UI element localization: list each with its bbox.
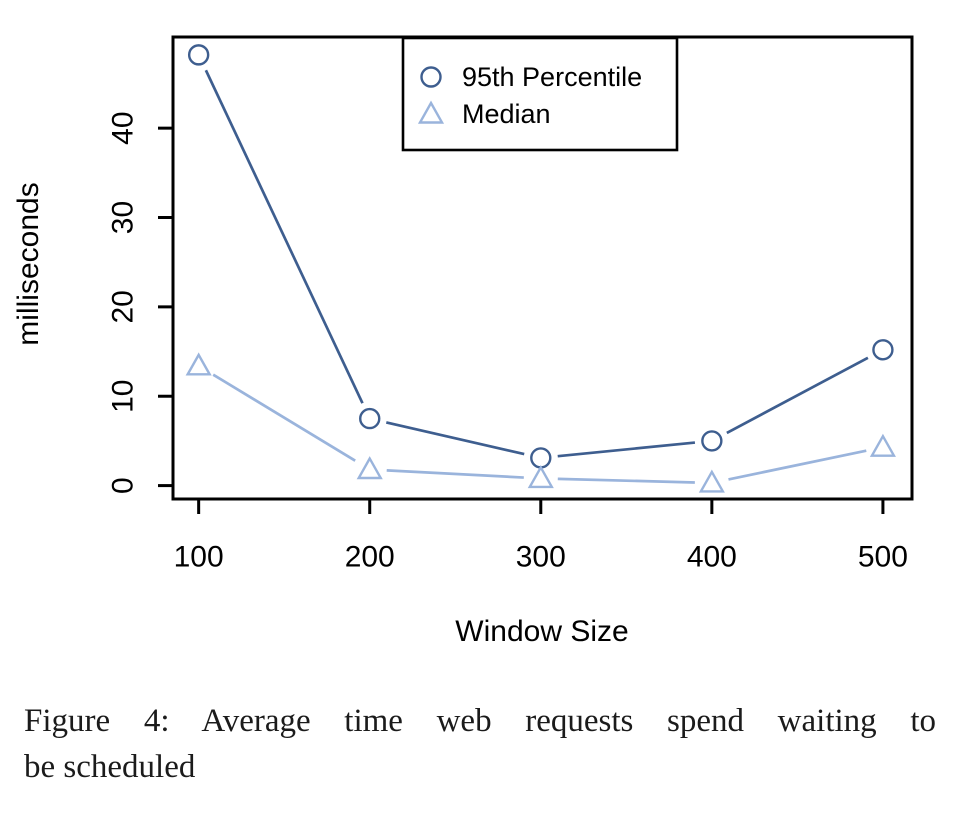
data-point-95th-percentile-x500 bbox=[872, 339, 894, 361]
data-point-95th-percentile-x100 bbox=[187, 44, 210, 66]
series-median-segment bbox=[728, 449, 867, 481]
y-axis-title: milliseconds bbox=[12, 182, 45, 345]
y-axis-tick-label: 10 bbox=[107, 380, 140, 413]
x-axis-tick-label: 200 bbox=[345, 541, 395, 574]
x-axis-tick-label: 500 bbox=[858, 541, 908, 574]
y-axis-tick-label: 0 bbox=[107, 477, 140, 494]
legend-label-median: Median bbox=[462, 99, 551, 129]
series-95th-percentile-segment bbox=[726, 356, 869, 435]
figure-caption: Figure 4: Average time web requests spen… bbox=[24, 698, 936, 790]
legend-box bbox=[401, 36, 679, 152]
data-point-95th-percentile-x400 bbox=[701, 430, 723, 452]
data-point-median-x200 bbox=[356, 456, 383, 480]
data-point-median-x300 bbox=[527, 465, 554, 489]
series-median-segment bbox=[212, 373, 356, 462]
series-95th-percentile-segment bbox=[557, 441, 696, 458]
legend-marker-median bbox=[417, 100, 445, 124]
y-axis-tick-label: 30 bbox=[107, 201, 140, 234]
data-point-median-x100 bbox=[185, 352, 212, 376]
line-chart: 100 200 300 400 500 0 10 20 30 40 Window Size milli… bbox=[12, 35, 914, 648]
x-axis-tick-label: 300 bbox=[516, 541, 566, 574]
series-95th-percentile bbox=[187, 44, 894, 469]
legend-marker-95th-percentile bbox=[420, 66, 442, 88]
x-axis-title: Window Size bbox=[455, 615, 628, 648]
legend-label-95th-percentile: 95th Percentile bbox=[462, 62, 642, 92]
legend: 95th Percentile Median bbox=[401, 36, 679, 152]
data-point-median-x500 bbox=[869, 433, 896, 457]
series-95th-percentile-segment bbox=[385, 421, 525, 456]
series-median-segment bbox=[557, 477, 695, 484]
y-axis-tick-label: 20 bbox=[107, 290, 140, 323]
series-median bbox=[185, 352, 896, 493]
series-median-segment bbox=[386, 469, 524, 479]
data-point-95th-percentile-x200 bbox=[359, 407, 381, 430]
x-axis-tick-label: 400 bbox=[687, 541, 737, 574]
data-point-median-x400 bbox=[698, 469, 725, 493]
x-axis-tick-label: 100 bbox=[174, 541, 224, 574]
figure-caption-line1: Figure 4: Average time web requests spen… bbox=[24, 703, 936, 739]
y-axis-tick-label: 40 bbox=[107, 111, 140, 144]
figure-caption-line2: be scheduled bbox=[24, 749, 196, 785]
series-95th-percentile-segment bbox=[204, 69, 364, 404]
data-point-95th-percentile-x300 bbox=[530, 447, 552, 469]
